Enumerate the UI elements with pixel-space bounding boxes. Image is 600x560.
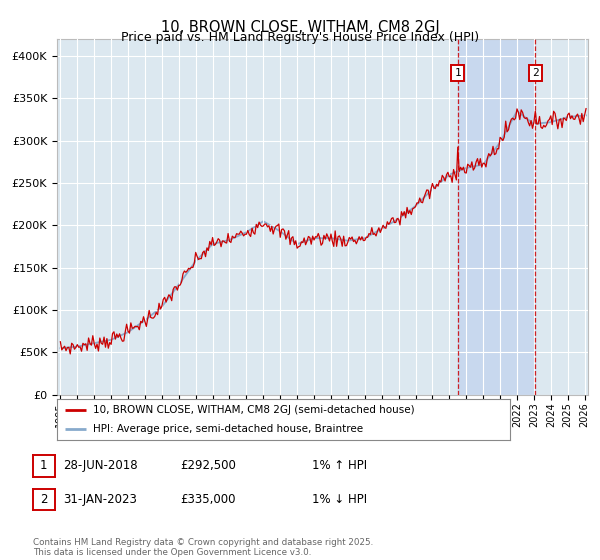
Text: HPI: Average price, semi-detached house, Braintree: HPI: Average price, semi-detached house,… [93, 424, 364, 433]
Text: 10, BROWN CLOSE, WITHAM, CM8 2GJ: 10, BROWN CLOSE, WITHAM, CM8 2GJ [161, 20, 439, 35]
Bar [458, 39, 535, 395]
Text: Price paid vs. HM Land Registry's House Price Index (HPI): Price paid vs. HM Land Registry's House … [121, 31, 479, 44]
Text: 1: 1 [40, 459, 47, 473]
Text: Contains HM Land Registry data © Crown copyright and database right 2025.
This d: Contains HM Land Registry data © Crown c… [33, 538, 373, 557]
Text: 1% ↑ HPI: 1% ↑ HPI [312, 459, 367, 473]
Text: 1% ↓ HPI: 1% ↓ HPI [312, 493, 367, 506]
Text: 1: 1 [454, 68, 461, 78]
Text: 2: 2 [40, 493, 47, 506]
Text: £292,500: £292,500 [180, 459, 236, 473]
Text: 2: 2 [532, 68, 539, 78]
Text: 10, BROWN CLOSE, WITHAM, CM8 2GJ (semi-detached house): 10, BROWN CLOSE, WITHAM, CM8 2GJ (semi-d… [93, 405, 415, 415]
Text: 28-JUN-2018: 28-JUN-2018 [63, 459, 137, 473]
Text: 31-JAN-2023: 31-JAN-2023 [63, 493, 137, 506]
Text: £335,000: £335,000 [180, 493, 235, 506]
